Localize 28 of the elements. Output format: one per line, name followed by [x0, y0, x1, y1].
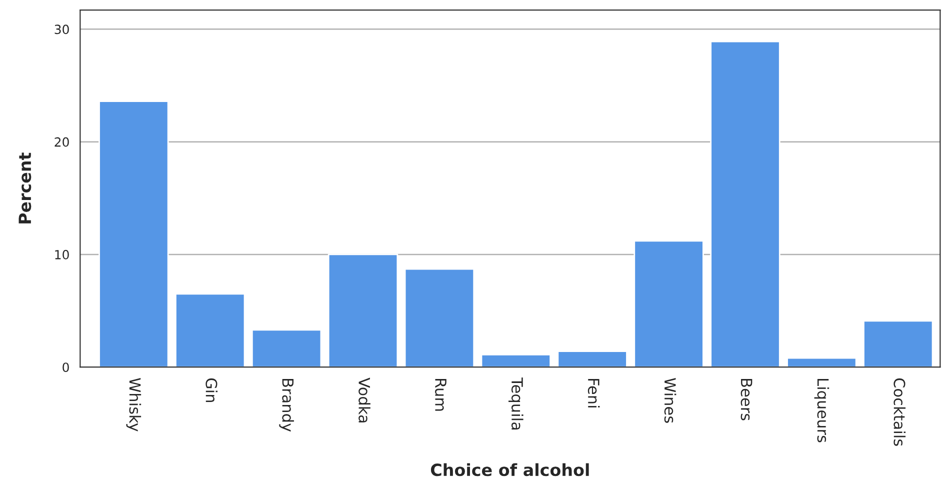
bar — [404, 268, 475, 368]
x-tick-label: Beers — [740, 379, 752, 420]
x-axis-title: Choice of alcohol — [430, 463, 589, 476]
bar — [175, 293, 246, 368]
bar — [863, 320, 934, 368]
y-tick-label: 0 — [62, 362, 69, 372]
bar — [634, 240, 704, 368]
x-tick-label: Vodka — [358, 378, 370, 422]
x-tick-label: Wines — [664, 378, 676, 423]
y-tick-label: 10 — [55, 250, 69, 260]
x-tick-label: Liqueurs — [814, 379, 830, 442]
bar — [710, 40, 780, 368]
bar — [251, 329, 322, 368]
bar — [786, 357, 857, 368]
bar — [328, 254, 398, 368]
x-tick-label: Gin — [206, 378, 218, 402]
bar — [557, 350, 628, 368]
x-tick-label: Cocktails — [894, 378, 906, 446]
x-tick-label: Feni — [588, 379, 600, 408]
x-tick-label: Tequila — [508, 377, 524, 430]
bar — [480, 354, 551, 368]
y-axis-title: Percent — [18, 152, 32, 224]
bar — [98, 100, 169, 368]
y-tick-label: 20 — [54, 137, 69, 147]
y-tick-label: 30 — [54, 24, 69, 34]
x-tick-label: Brandy — [279, 379, 294, 432]
x-tick-label: Rum — [435, 379, 446, 411]
x-tick-label: Whisky — [126, 378, 142, 432]
